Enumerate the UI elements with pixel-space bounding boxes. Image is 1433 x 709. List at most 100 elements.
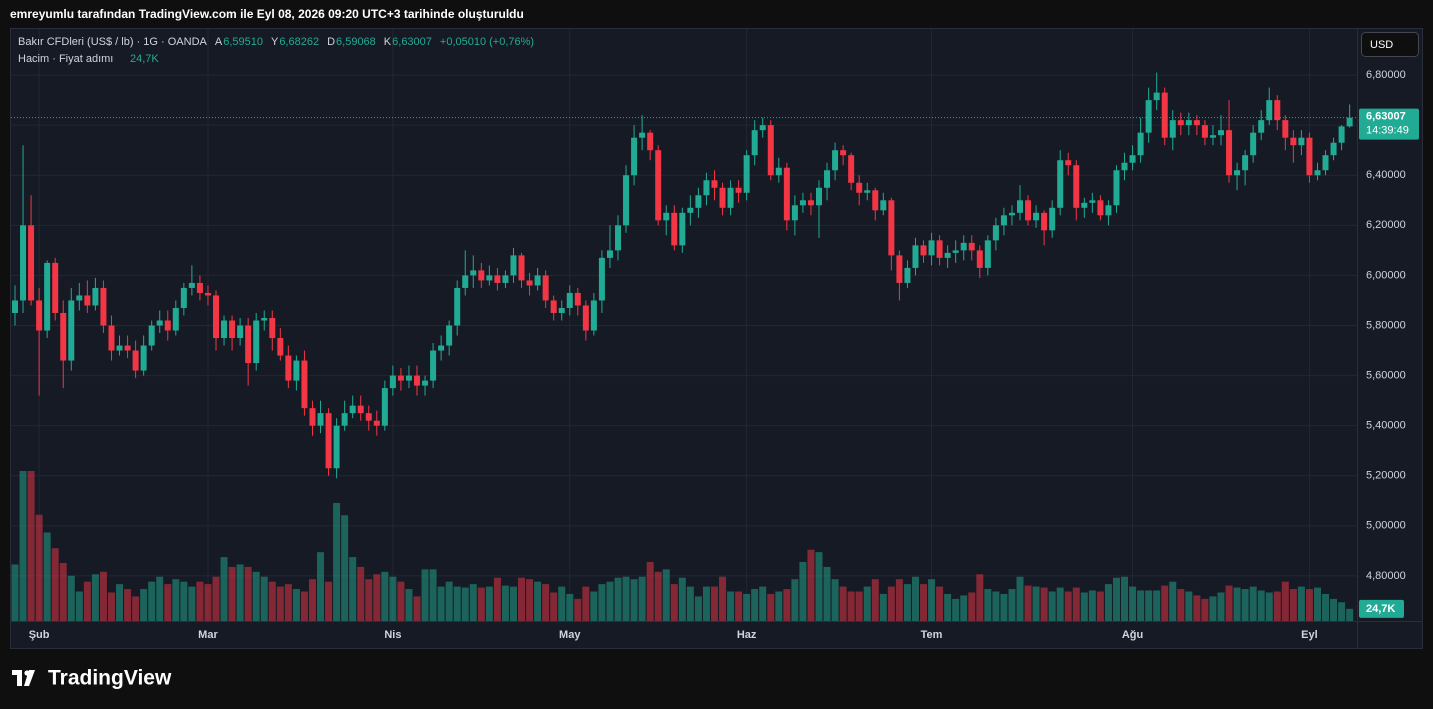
candle-body (261, 317, 268, 321)
volume-bar (614, 577, 622, 621)
volume-bar (469, 584, 477, 621)
volume-bar (735, 591, 743, 621)
volume-bar (534, 581, 542, 621)
candle-body (904, 267, 911, 283)
volume-bar (461, 587, 469, 621)
volume-bar (308, 579, 316, 621)
volume-bar (566, 593, 574, 621)
volume-bar (759, 586, 767, 621)
candle-body (1185, 120, 1192, 126)
candle-body (1218, 130, 1224, 136)
candle-body (301, 360, 308, 409)
volume-bar (349, 557, 357, 621)
volume-bar (1241, 589, 1249, 621)
candle-body (1049, 207, 1056, 231)
candle-body (783, 167, 790, 221)
candle-body (598, 257, 605, 301)
volume-bar (445, 581, 453, 621)
volume-bar (1281, 581, 1289, 621)
candle-body (446, 325, 453, 346)
y-tick-label: 5,20000 (1366, 470, 1406, 482)
volume-bar (879, 593, 887, 621)
volume-bar (1169, 581, 1177, 621)
candle-body (229, 320, 236, 339)
candle-body (1169, 120, 1176, 138)
volume-bar (156, 576, 164, 621)
candle-body (405, 375, 412, 381)
currency-button-label[interactable]: USD (1370, 39, 1393, 51)
volume-bar (477, 587, 485, 621)
volume-bar (823, 566, 831, 621)
candle-body (566, 292, 573, 308)
volume-bar (936, 586, 944, 621)
candle-body (68, 300, 75, 361)
volume-bar (1024, 585, 1032, 621)
volume-bar (799, 561, 807, 621)
volume-bar (124, 589, 132, 621)
volume-bar (1040, 587, 1048, 621)
y-tick-label: 5,40000 (1366, 420, 1406, 432)
y-tick-label: 6,20000 (1366, 219, 1406, 231)
candle-body (824, 170, 831, 188)
volume-bar (526, 579, 534, 621)
candle-body (430, 350, 437, 381)
volume-bar (1265, 592, 1273, 621)
volume-bar (1032, 586, 1040, 621)
candle-body (132, 350, 139, 371)
volume-bar (83, 581, 91, 621)
candle-body (245, 325, 252, 364)
volume-bar (333, 502, 341, 621)
currency-button[interactable]: USD (1361, 32, 1419, 57)
volume-bar (509, 586, 517, 621)
candle-body (1081, 202, 1088, 208)
volume-bar (292, 589, 300, 621)
volume-bar (1104, 584, 1112, 621)
candle-body (1073, 165, 1080, 208)
y-tick-label: 5,80000 (1366, 319, 1406, 331)
candle-body (1137, 132, 1144, 156)
volume-bar (903, 584, 911, 621)
volume-bar (212, 576, 220, 621)
candle-body (204, 292, 211, 296)
volume-bar (132, 596, 140, 621)
volume-bar (236, 564, 244, 621)
currency-button-frame[interactable] (1361, 32, 1419, 57)
volume-bar (654, 571, 662, 621)
candle-body (775, 167, 782, 176)
volume-bar (1313, 587, 1321, 621)
footer-logo: TradingView (12, 667, 172, 690)
volume-bar (485, 586, 493, 621)
candle-body (1105, 205, 1112, 216)
volume-bar (984, 589, 992, 621)
candle-body (952, 250, 959, 253)
volume-bar (895, 579, 903, 621)
candle-body (309, 408, 316, 426)
candle-body (606, 250, 613, 258)
candle-body (389, 375, 396, 389)
volume-bar (976, 574, 984, 621)
candle-body (1290, 137, 1297, 146)
header-text: emreyumlu tarafından TradingView.com ile… (10, 7, 524, 21)
volume-bar (1072, 587, 1080, 621)
candle-body (639, 132, 646, 138)
candle-body (1234, 170, 1241, 176)
candle-body (140, 345, 147, 371)
candle-body (180, 287, 187, 308)
volume-bar (606, 581, 614, 621)
volume-bar (220, 557, 228, 621)
candle-body (1282, 120, 1289, 138)
volume-bar (638, 576, 646, 621)
volume-bar (662, 569, 670, 621)
volume-bar (1161, 585, 1169, 621)
volume-bar (1338, 602, 1346, 621)
candle-body (462, 275, 469, 288)
volume-bar (1112, 577, 1120, 621)
chart-panel (10, 28, 1423, 649)
volume-bar (1008, 589, 1016, 621)
volume-bar (815, 552, 823, 621)
volume-bar (180, 581, 188, 621)
candle-body (960, 242, 967, 251)
candle-body (44, 262, 51, 331)
volume-bar (1297, 586, 1305, 621)
